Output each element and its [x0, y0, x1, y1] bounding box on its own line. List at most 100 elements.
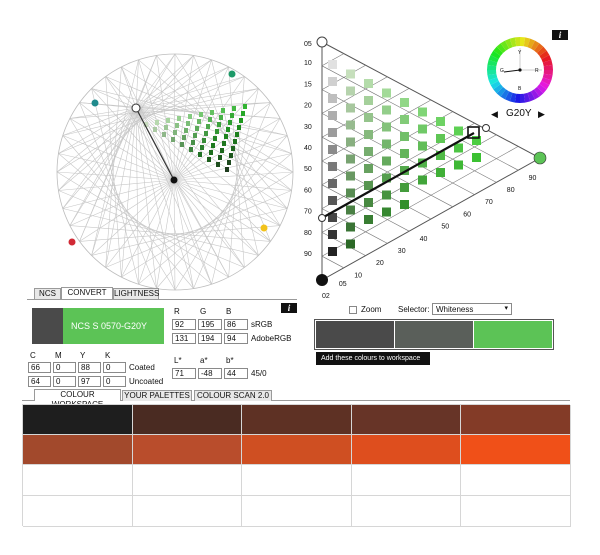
- colour-workspace-grid[interactable]: [22, 404, 571, 527]
- triangle-sample[interactable]: [400, 183, 409, 192]
- triangle-sample[interactable]: [346, 69, 355, 79]
- triangle-sample[interactable]: [454, 160, 463, 170]
- workspace-cell[interactable]: [351, 465, 462, 496]
- triangle-sample[interactable]: [472, 136, 481, 145]
- workspace-cell[interactable]: [132, 465, 243, 496]
- adobergb-r-field[interactable]: [172, 333, 196, 344]
- triangle-sample[interactable]: [364, 79, 373, 88]
- triangle-sample[interactable]: [454, 126, 463, 136]
- coated-k-field[interactable]: [103, 362, 126, 373]
- triangle-sample[interactable]: [346, 103, 355, 113]
- workspace-cell[interactable]: [23, 465, 133, 496]
- triangle-sample[interactable]: [328, 247, 337, 256]
- workspace-cell[interactable]: [23, 496, 133, 527]
- tab-lightness[interactable]: LIGHTNESS: [113, 288, 160, 299]
- triangle-sample[interactable]: [382, 105, 391, 115]
- triangle-sample[interactable]: [346, 171, 355, 181]
- triangle-sample[interactable]: [400, 149, 409, 158]
- triangle-sample[interactable]: [400, 98, 409, 107]
- coated-m-field[interactable]: [53, 362, 76, 373]
- lab-b-field[interactable]: [224, 368, 248, 379]
- triangle-sample[interactable]: [364, 198, 373, 207]
- triangle-sample[interactable]: [400, 166, 409, 175]
- tab-ncs[interactable]: NCS: [34, 288, 61, 299]
- hue-info-button[interactable]: i: [552, 30, 568, 40]
- triangle-sample[interactable]: [418, 141, 427, 151]
- triangle-sample[interactable]: [328, 196, 337, 205]
- workspace-cell[interactable]: [132, 496, 243, 527]
- triangle-sample[interactable]: [400, 200, 409, 209]
- triangle-sample[interactable]: [346, 239, 355, 249]
- triangle-sample[interactable]: [436, 168, 445, 177]
- triangle-sample[interactable]: [400, 115, 409, 124]
- hue-next-button[interactable]: ▶: [538, 109, 545, 119]
- triangle-sample[interactable]: [454, 143, 463, 153]
- triangle-sample[interactable]: [472, 153, 481, 162]
- workspace-cell[interactable]: [132, 405, 243, 435]
- triangle-sample[interactable]: [382, 88, 391, 98]
- triangle-sample[interactable]: [382, 190, 391, 200]
- triangle-sample[interactable]: [364, 181, 373, 190]
- colour-sphere-view[interactable]: [40, 40, 310, 300]
- green-hue-point[interactable]: [228, 70, 236, 78]
- workspace-cell[interactable]: [132, 435, 243, 465]
- ncs-triangle[interactable]: 05 10 15 20 30 40 50 60 70 80 90 02 05 10 20 30 40 50 60 7…: [300, 30, 550, 300]
- triangle-sample[interactable]: [418, 107, 427, 117]
- convert-info-button[interactable]: i: [281, 303, 297, 313]
- workspace-cell[interactable]: [461, 405, 571, 435]
- triangle-sample[interactable]: [364, 96, 373, 105]
- coated-c-field[interactable]: [28, 362, 51, 373]
- workspace-cell[interactable]: [23, 405, 133, 435]
- lab-l-field[interactable]: [172, 368, 196, 379]
- zoom-checkbox[interactable]: [349, 306, 357, 314]
- tab-your-palettes[interactable]: YOUR PALETTES: [122, 390, 192, 401]
- workspace-cell[interactable]: [242, 405, 352, 435]
- triangle-sample[interactable]: [400, 132, 409, 141]
- selector-start-point[interactable]: [318, 214, 326, 222]
- triangle-sample[interactable]: [364, 113, 373, 122]
- triangle-sample[interactable]: [328, 213, 337, 222]
- uncoated-c-field[interactable]: [28, 376, 51, 387]
- hue-wheel[interactable]: Y R B G: [484, 34, 556, 106]
- triangle-sample[interactable]: [382, 173, 391, 183]
- triangle-sample[interactable]: [346, 205, 355, 215]
- triangle-sample[interactable]: [364, 164, 373, 173]
- triangle-sample[interactable]: [328, 111, 337, 120]
- srgb-g-field[interactable]: [198, 319, 222, 330]
- adobergb-g-field[interactable]: [198, 333, 222, 344]
- add-to-workspace-button[interactable]: Add these colours to workspace: [316, 352, 430, 365]
- hue-prev-button[interactable]: ◀: [491, 109, 498, 119]
- triangle-sample[interactable]: [346, 86, 355, 96]
- workspace-cell[interactable]: [242, 465, 352, 496]
- tab-colour-scan[interactable]: COLOUR SCAN 2.0: [194, 390, 272, 401]
- triangle-sample[interactable]: [328, 162, 337, 171]
- triangle-sample[interactable]: [436, 134, 445, 143]
- triangle-sample[interactable]: [382, 122, 391, 132]
- triangle-sample[interactable]: [328, 128, 337, 137]
- coated-y-field[interactable]: [78, 362, 101, 373]
- triangle-sample[interactable]: [328, 94, 337, 103]
- uncoated-m-field[interactable]: [53, 376, 76, 387]
- triangle-sample[interactable]: [364, 215, 373, 224]
- selector-end-point[interactable]: [482, 124, 490, 132]
- triangle-sample[interactable]: [436, 151, 445, 160]
- srgb-b-field[interactable]: [224, 319, 248, 330]
- triangle-sample[interactable]: [346, 222, 355, 232]
- triangle-sample[interactable]: [436, 117, 445, 126]
- triangle-sample[interactable]: [382, 139, 391, 149]
- triangle-sample[interactable]: [382, 207, 391, 217]
- uncoated-y-field[interactable]: [78, 376, 101, 387]
- uncoated-k-field[interactable]: [103, 376, 126, 387]
- lab-a-field[interactable]: [198, 368, 222, 379]
- triangle-sample[interactable]: [382, 156, 391, 166]
- triangle-sample[interactable]: [328, 77, 337, 86]
- red-hue-point[interactable]: [68, 238, 76, 246]
- workspace-cell[interactable]: [351, 405, 462, 435]
- tab-convert[interactable]: CONVERT: [61, 287, 113, 299]
- triangle-sample[interactable]: [328, 179, 337, 188]
- triangle-sample[interactable]: [328, 60, 337, 69]
- triangle-sample[interactable]: [418, 175, 427, 185]
- workspace-cell[interactable]: [23, 435, 133, 465]
- triangle-sample[interactable]: [346, 137, 355, 147]
- triangle-sample[interactable]: [346, 120, 355, 130]
